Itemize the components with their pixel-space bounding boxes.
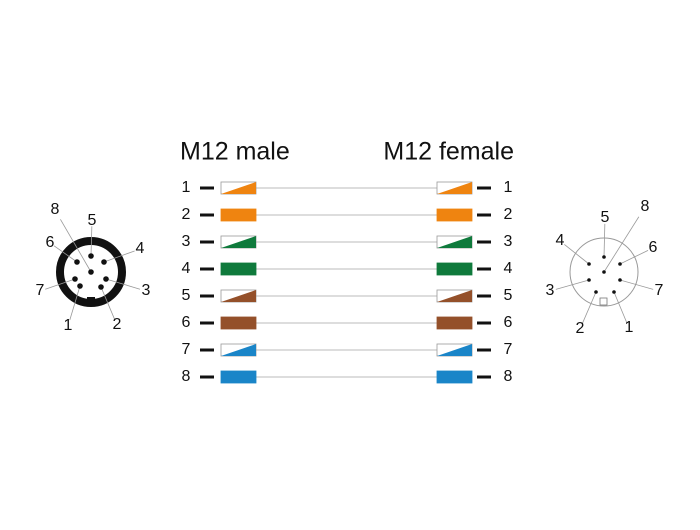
pin-dash (477, 321, 491, 325)
pin (587, 278, 591, 282)
leader (103, 250, 135, 263)
pin-label: 5 (601, 209, 610, 226)
pin-number: 6 (182, 314, 191, 331)
pin-dash (200, 321, 214, 325)
wire-block (436, 262, 473, 276)
pin-dash (477, 267, 491, 271)
wire-block (436, 370, 473, 384)
leader (53, 245, 78, 263)
pin-label: 7 (655, 282, 664, 299)
pin-label: 2 (113, 316, 122, 333)
pin-number: 8 (504, 368, 513, 385)
wire-block (220, 370, 257, 384)
pin (74, 259, 80, 265)
pin-label: 6 (649, 239, 658, 256)
pin-dash (477, 213, 491, 217)
pin-dash (200, 294, 214, 298)
leader (582, 291, 597, 324)
pin-label: 3 (546, 282, 555, 299)
pin-label: 3 (142, 282, 151, 299)
pin-number: 8 (182, 368, 191, 385)
pin (612, 290, 616, 294)
wire-stripe (221, 344, 256, 356)
wire-block (220, 208, 257, 222)
pin-label: 4 (136, 240, 145, 257)
pin-label: 1 (64, 317, 73, 334)
pin-label: 2 (576, 320, 585, 337)
wire-stripe (437, 182, 472, 194)
wire-block (220, 316, 257, 330)
pin-dash (477, 186, 491, 190)
leader (564, 244, 590, 265)
leader (90, 226, 93, 257)
pin (602, 255, 606, 259)
wire-stripe (437, 344, 472, 356)
wire-stripe (437, 290, 472, 302)
wire-stripe (221, 182, 256, 194)
pin-label: 1 (625, 319, 634, 336)
pin-dash (200, 186, 214, 190)
wire-stripe (437, 236, 472, 248)
pin (594, 290, 598, 294)
pin (103, 276, 109, 282)
leader (100, 286, 115, 320)
female-header: M12 female (383, 138, 514, 166)
leader (603, 223, 606, 258)
pin (88, 269, 94, 275)
pin-label: 7 (36, 282, 45, 299)
pin-dash (477, 375, 491, 379)
pin-number: 7 (504, 341, 513, 358)
pin-label: 6 (46, 234, 55, 251)
pin (618, 262, 622, 266)
pin-label: 8 (641, 198, 650, 215)
pin (587, 262, 591, 266)
wire-stripe (221, 236, 256, 248)
pin (98, 284, 104, 290)
pin-number: 5 (182, 287, 191, 304)
pin-dash (477, 294, 491, 298)
pin (88, 253, 94, 259)
pin-dash (477, 348, 491, 352)
pin-label: 8 (51, 201, 60, 218)
leader (45, 278, 76, 290)
wire-block (220, 262, 257, 276)
leader (603, 216, 640, 273)
leader (69, 285, 81, 321)
pin-number: 4 (504, 260, 513, 277)
pin-number: 2 (182, 206, 191, 223)
pin-label: 4 (556, 232, 565, 249)
leader (619, 279, 654, 290)
pin-number: 6 (504, 314, 513, 331)
pin (72, 276, 78, 282)
pin (77, 283, 83, 289)
pin (618, 278, 622, 282)
male-header: M12 male (180, 138, 290, 166)
leader (60, 219, 92, 273)
wire-stripe (221, 290, 256, 302)
pin-number: 5 (504, 287, 513, 304)
pin-dash (200, 375, 214, 379)
pin-dash (477, 240, 491, 244)
pin-number: 4 (182, 260, 191, 277)
pin-number: 1 (182, 179, 191, 196)
pin (101, 259, 107, 265)
pin-number: 1 (504, 179, 513, 196)
leader (105, 278, 141, 290)
pin-dash (200, 213, 214, 217)
pin-dash (200, 240, 214, 244)
pin-number: 2 (504, 206, 513, 223)
leader (619, 250, 649, 265)
pin-dash (200, 267, 214, 271)
pin-label: 5 (88, 212, 97, 229)
pin-number: 7 (182, 341, 191, 358)
leader (613, 291, 628, 323)
wire-block (436, 316, 473, 330)
pin-number: 3 (504, 233, 513, 250)
pin-dash (200, 348, 214, 352)
leader (555, 279, 590, 290)
pin-number: 3 (182, 233, 191, 250)
pin (602, 270, 606, 274)
wire-block (436, 208, 473, 222)
